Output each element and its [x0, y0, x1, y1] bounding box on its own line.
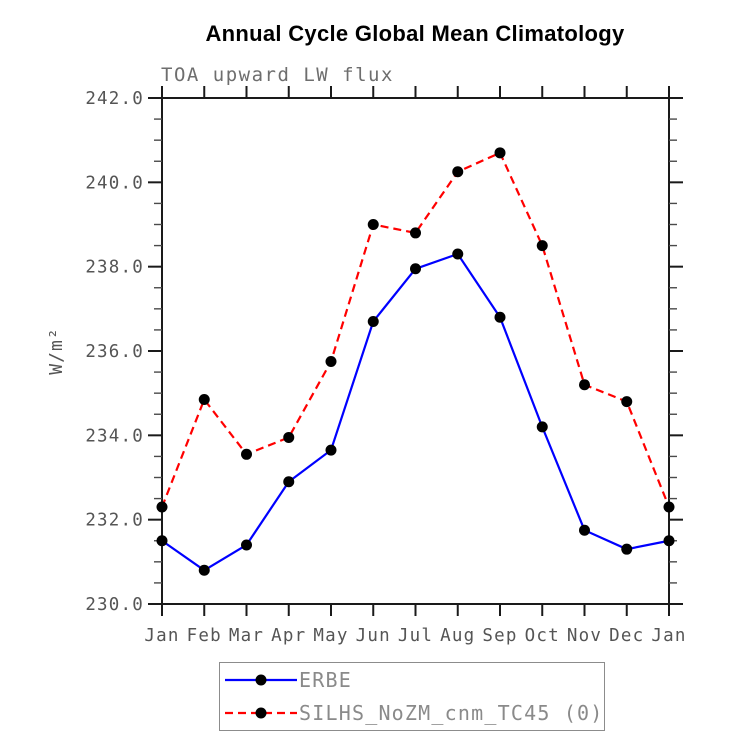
- data-point-erbe: [198, 564, 210, 576]
- data-point-silhs: [198, 393, 210, 405]
- x-axis-tick-label: Nov: [567, 626, 602, 646]
- y-axis-tick-label: 230.0: [85, 595, 144, 615]
- legend-label-erbe: ERBE: [299, 668, 352, 693]
- x-axis-tick-label: Jul: [398, 626, 433, 646]
- data-point-erbe: [283, 476, 295, 488]
- x-axis-tick-label: Feb: [187, 626, 222, 646]
- y-axis-tick-label: 236.0: [85, 342, 144, 362]
- erbe-line-swatch: [225, 674, 297, 686]
- y-axis-tick-label: 242.0: [85, 89, 144, 109]
- y-axis-tick-label: 240.0: [85, 173, 144, 193]
- data-point-erbe: [156, 535, 168, 547]
- y-axis-title: W/m²: [46, 327, 67, 374]
- data-point-silhs: [156, 501, 168, 513]
- y-axis-tick-label: 232.0: [85, 511, 144, 531]
- legend-marker-sample: [255, 707, 267, 719]
- legend-marker-sample: [255, 674, 267, 686]
- data-point-silhs: [452, 166, 464, 178]
- x-axis-tick-label: Sep: [482, 626, 517, 646]
- data-point-silhs: [494, 147, 506, 159]
- data-point-silhs: [325, 356, 337, 368]
- x-axis-tick-label: May: [313, 626, 348, 646]
- data-point-erbe: [579, 524, 590, 536]
- legend-item-silhs: SILHS_NoZM_cnm_TC45 (0): [223, 698, 604, 728]
- data-point-silhs: [283, 431, 295, 443]
- x-axis-tick-label: Oct: [525, 626, 560, 646]
- data-point-silhs: [410, 227, 421, 239]
- data-point-silhs: [536, 240, 548, 252]
- chart-subtitle: TOA upward LW flux: [161, 64, 394, 86]
- x-axis-tick-label: Dec: [609, 626, 644, 646]
- data-point-silhs: [663, 501, 675, 513]
- data-point-silhs: [621, 396, 633, 408]
- data-point-erbe: [325, 444, 337, 456]
- data-point-erbe: [663, 535, 675, 547]
- x-axis-tick-label: Mar: [229, 626, 264, 646]
- x-axis-tick-label: Jan: [144, 626, 179, 646]
- data-point-erbe: [494, 311, 506, 323]
- y-axis-tick-label: 234.0: [85, 426, 144, 446]
- x-axis-tick-label: Jun: [356, 626, 391, 646]
- x-axis-tick-label: Jan: [651, 626, 686, 646]
- silhs-line-swatch: [225, 707, 297, 719]
- y-axis-tick-label: 238.0: [85, 258, 144, 278]
- data-point-erbe: [410, 263, 421, 275]
- data-point-erbe: [241, 539, 252, 551]
- x-axis-tick-label: Aug: [440, 626, 475, 646]
- data-point-erbe: [367, 315, 379, 327]
- legend-item-erbe: ERBE: [223, 665, 604, 695]
- data-point-erbe: [621, 543, 633, 555]
- plot-frame: [161, 97, 670, 605]
- series-line-silhs: [160, 151, 671, 508]
- legend: ERBE SILHS_NoZM_cnm_TC45 (0): [219, 662, 605, 731]
- data-point-silhs: [367, 219, 379, 230]
- data-point-erbe: [452, 248, 464, 260]
- data-point-erbe: [536, 421, 548, 433]
- series-line-erbe: [161, 252, 670, 572]
- x-axis-tick-label: Apr: [271, 626, 306, 646]
- chart-title: Annual Cycle Global Mean Climatology: [205, 21, 625, 46]
- data-point-silhs: [579, 379, 590, 391]
- data-point-silhs: [241, 448, 252, 460]
- legend-label-silhs: SILHS_NoZM_cnm_TC45 (0): [299, 700, 604, 725]
